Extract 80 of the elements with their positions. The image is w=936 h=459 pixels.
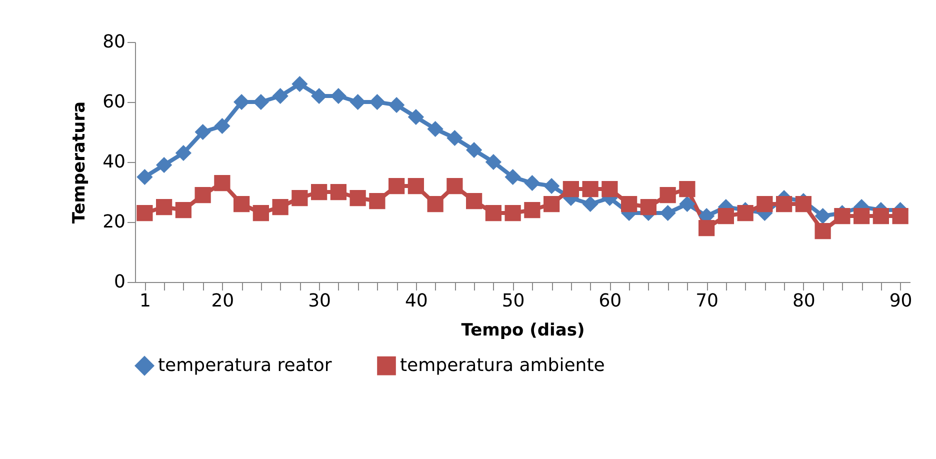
y-tick-label: 40	[102, 152, 126, 172]
point	[504, 204, 521, 222]
point	[544, 196, 560, 212]
point	[582, 196, 598, 212]
y-axis-title: Temperatura	[70, 101, 90, 224]
point	[446, 130, 463, 146]
point	[292, 190, 308, 206]
x-axis-title: Tempo (dias)	[461, 320, 585, 340]
point	[194, 186, 211, 204]
point	[350, 94, 366, 110]
point	[718, 208, 734, 224]
x-tick-label: 1	[139, 290, 151, 312]
point	[194, 124, 211, 140]
x-tick-label: 80	[792, 290, 816, 312]
point	[776, 196, 792, 212]
point	[660, 186, 676, 204]
point	[330, 184, 346, 200]
point	[814, 208, 831, 224]
point	[156, 198, 172, 216]
point	[156, 156, 172, 174]
point	[234, 196, 250, 212]
point	[388, 178, 405, 194]
point	[175, 202, 192, 218]
point	[136, 204, 153, 222]
point	[466, 142, 482, 158]
point	[562, 180, 579, 198]
x-tick-label: 50	[502, 290, 525, 312]
x-tick-label: 90	[889, 290, 912, 312]
point	[892, 208, 908, 224]
x-tick-label: 60	[598, 290, 622, 312]
point	[872, 208, 889, 224]
y-tick-label: 20	[102, 212, 126, 232]
point	[292, 76, 308, 92]
y-tick-label: 0	[114, 272, 126, 292]
point	[369, 94, 386, 110]
x-tick-label: 40	[404, 290, 428, 312]
point	[524, 174, 540, 192]
point	[795, 196, 812, 212]
point	[660, 204, 676, 222]
point	[679, 180, 696, 198]
legend-label: temperatura ambiente	[400, 354, 605, 376]
y-tick-label: 80	[102, 32, 126, 52]
point	[544, 178, 560, 194]
point	[388, 96, 405, 114]
point	[854, 208, 870, 224]
point	[679, 196, 696, 212]
point	[485, 204, 502, 222]
point	[446, 178, 463, 194]
point	[466, 192, 482, 210]
point	[427, 120, 444, 138]
point	[427, 196, 444, 212]
x-tick-label: 30	[308, 290, 332, 312]
point	[834, 208, 850, 224]
point	[602, 180, 618, 198]
x-tick-label: 70	[696, 290, 719, 312]
point	[311, 184, 328, 200]
point	[272, 198, 288, 216]
point	[175, 144, 192, 162]
point	[369, 192, 386, 210]
point	[737, 204, 754, 222]
point	[136, 168, 153, 186]
x-tick-label: 20	[211, 290, 234, 312]
y-tick-label: 60	[102, 92, 126, 112]
point	[582, 180, 598, 198]
point	[350, 190, 366, 206]
point	[272, 88, 288, 104]
point	[408, 108, 424, 126]
point	[621, 196, 638, 212]
point	[252, 204, 269, 222]
point	[485, 154, 502, 170]
legend-label: temperatura reator	[158, 354, 332, 376]
point	[814, 222, 831, 240]
point	[504, 168, 521, 186]
point	[524, 202, 540, 218]
point	[698, 220, 715, 236]
point	[214, 118, 230, 134]
point	[640, 198, 656, 216]
point	[756, 196, 773, 212]
point	[408, 178, 424, 194]
point	[214, 174, 230, 192]
